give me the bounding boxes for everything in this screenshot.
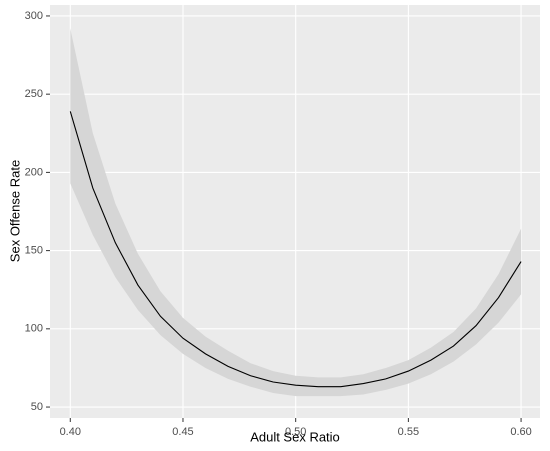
x-tick-label: 0.40 <box>60 426 81 438</box>
y-tick-label: 300 <box>25 10 43 22</box>
y-tick-label: 100 <box>25 323 43 335</box>
x-tick-label: 0.60 <box>510 426 531 438</box>
fit-line <box>69 111 522 388</box>
x-tick-label: 0.55 <box>398 426 419 438</box>
x-axis-title: Adult Sex Ratio <box>250 429 340 444</box>
y-tick-label: 50 <box>31 401 43 413</box>
x-tick-label: 0.45 <box>172 426 193 438</box>
y-tick-label: 150 <box>25 245 43 257</box>
marks <box>69 28 522 397</box>
panel <box>50 5 540 418</box>
axes: 50 100 150 200 250 300 0.40 0.45 0.50 0.55 0.60 <box>25 10 532 438</box>
x-tick-label: 0.50 <box>285 426 306 438</box>
y-tick-label: 250 <box>25 88 43 100</box>
y-tick-label: 200 <box>25 166 43 178</box>
y-axis-title: Sex Offense Rate <box>7 160 22 262</box>
